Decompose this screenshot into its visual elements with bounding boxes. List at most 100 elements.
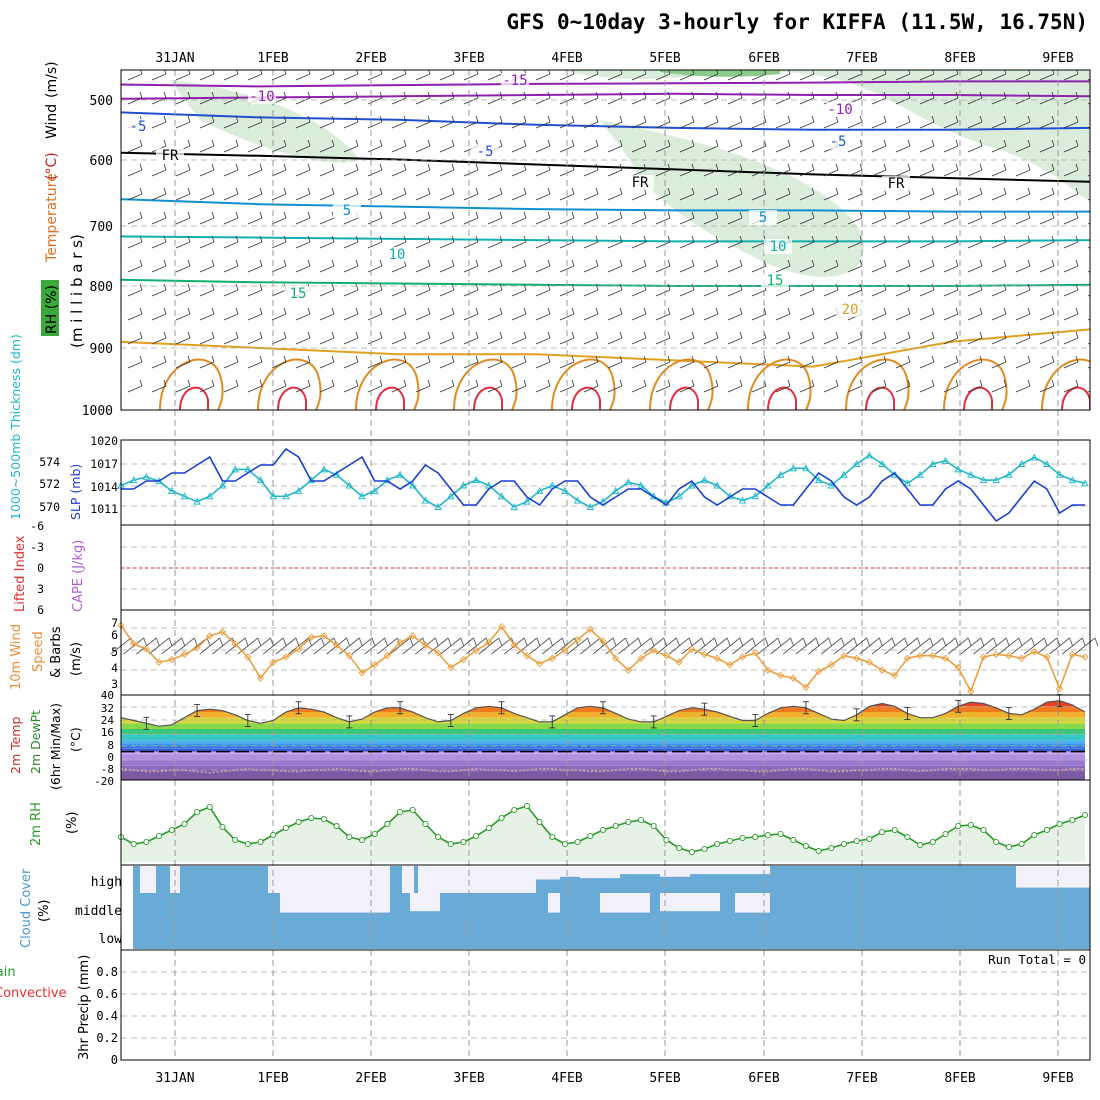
gridlines (121, 70, 1090, 1060)
surface-isotherm-loop (649, 358, 714, 410)
isotherm-label: 15 (290, 286, 307, 302)
wind10-barbs (110, 637, 1099, 655)
thickness-line-point (447, 492, 455, 500)
rh2m-line-point (536, 818, 543, 826)
wind10-speed-line-point (916, 652, 924, 660)
surface-isotherm-loop-inner (865, 386, 895, 410)
rh2m-line-point (587, 832, 594, 840)
surface-isotherm-loop (1041, 358, 1090, 410)
wind10-speed-line-point (675, 658, 683, 666)
wind10-speed-line-point (1055, 685, 1064, 693)
wind10-speed-line-point (218, 628, 227, 636)
rh2m-line-point (282, 824, 289, 832)
rh2m-line-point (561, 840, 568, 848)
rh2m-line-point (206, 803, 213, 811)
thickness-line-point (535, 486, 544, 494)
thickness-axis-label: 1000~500mb Thickness (dm) (8, 334, 23, 520)
cape-panel-labels: Lifted Index CAPE (J/kg) -6 -3 0 3 6 (13, 519, 86, 617)
rh2m-line-point (701, 845, 708, 853)
thickness-line-point (408, 481, 417, 489)
isotherm-4 (121, 198, 1090, 213)
rh2m-line-point (929, 838, 936, 846)
cloud-cover-blocks (133, 866, 1090, 949)
wind10-speed-line-point (992, 650, 1000, 658)
wind10-speed-line-point (573, 636, 582, 644)
isotherm-label: -15 (502, 73, 527, 89)
rh2m-line-point (840, 840, 848, 848)
surface-isotherm-loop-inner (669, 386, 699, 410)
rh2m-line-point (320, 815, 327, 823)
isotherm-0 (121, 80, 1090, 88)
isotherm-label: FR (888, 176, 905, 192)
wind10-speed-line-point (979, 653, 988, 661)
wind10-speed-line-point (1081, 653, 1089, 661)
rh2m-line-point (270, 831, 277, 839)
rh2m-line-point (638, 816, 645, 824)
isotherm-3 (121, 151, 1090, 183)
temp2m-tick: -20 (94, 775, 114, 788)
thickness-line-point (244, 465, 252, 473)
rh2m-line-point (460, 838, 467, 846)
wind10-speed-line-point (383, 652, 392, 660)
rh2m-line-point (853, 837, 860, 845)
rh2m-line-point (726, 837, 733, 845)
thickness-line-point (320, 465, 328, 473)
thickness-line-point (903, 479, 912, 487)
rh2m-line-point (790, 836, 797, 844)
rh2m-line-points (117, 802, 1089, 856)
wind10-speed-line-point (256, 674, 265, 682)
thickness-line-point (256, 476, 265, 484)
thickness-line-point (396, 470, 404, 478)
temp2m-tick: 24 (101, 714, 115, 727)
wind10-speed-line-point (180, 650, 189, 658)
surface-isotherm-loop (845, 358, 910, 410)
isotherm-label: 10 (389, 247, 406, 263)
rh2m-line-point (879, 828, 886, 836)
thickness-line-point (421, 496, 430, 504)
surface-isotherm-loop-inner (767, 386, 797, 410)
upper-panel-contours (121, 70, 1090, 410)
wind10-speed-line-point (853, 654, 861, 662)
upper-wind-barbs (127, 70, 1090, 393)
wind10-speed-line-point (840, 652, 848, 660)
slp-line (121, 447, 1085, 523)
wind10-speed-line-point (434, 649, 442, 657)
thickness-line-point (611, 486, 620, 494)
precip-total-label: Total / Rain (0, 965, 16, 980)
rh2m-line-point (371, 830, 378, 838)
wind10-speed-line-point (282, 653, 290, 661)
panel-frames (120, 69, 1091, 1061)
thickness-line-point (282, 492, 290, 500)
rh2m-line-point (194, 808, 201, 816)
date-label-top: 31JAN (155, 51, 194, 66)
wind10-speed-line-point (510, 641, 518, 649)
wind10-speed-line-point (206, 632, 214, 640)
cloud-tick: low (99, 932, 123, 947)
rh2m-line-point (828, 844, 835, 852)
date-axis-top: 31JAN 1FEB 2FEB 3FEB 4FEB 5FEB 6FEB 7FEB 8FEB 9FE… (155, 51, 1073, 66)
wind10-speed-line-point (130, 640, 138, 648)
wind10-speed-line-point (878, 666, 886, 674)
isotherm-label: 5 (759, 210, 767, 226)
rh2m-line-point (308, 814, 315, 822)
rh2m-title-label: 2m RH (29, 802, 44, 846)
wind10-speed-line-point (903, 654, 912, 662)
rh2m-line-point (993, 838, 1000, 846)
rh2m-line-point (688, 848, 695, 856)
thickness-line-point (269, 492, 277, 500)
wind10-panel-labels: 10m Wind Speed & Barbs (m/s) 76 5 4 3 (9, 616, 118, 691)
thickness-line-point (967, 470, 975, 478)
isotherm-2 (121, 111, 1090, 131)
rh2m-line-point (346, 833, 353, 841)
cloud-title-label: Cloud Cover (19, 868, 34, 948)
slp-axis-label: SLP (mb) (68, 464, 83, 520)
wind10-speed-line-point (472, 646, 480, 655)
wind10-speed-line-point (865, 658, 874, 666)
date-label-top: 3FEB (453, 51, 484, 66)
rh2m-line-point (815, 847, 822, 855)
wind10-speed-line-point (789, 674, 797, 682)
precip-panel-labels: Total / Rain Convective 3hr Precip (mm) … (0, 952, 1086, 1067)
rh2m-line-point (549, 833, 556, 841)
wind10-speed-line-point (447, 663, 455, 672)
